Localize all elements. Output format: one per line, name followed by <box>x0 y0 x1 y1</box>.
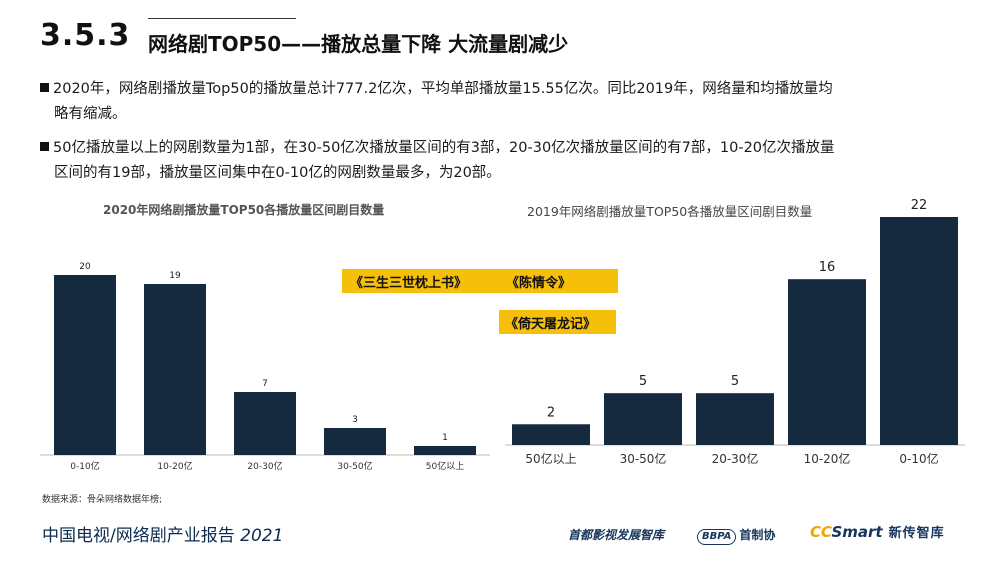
bullet-2: 50亿播放量以上的网剧数量为1部，在30-50亿次播放量区间的有3部，20-30… <box>40 136 960 186</box>
data-label: 2 <box>547 405 555 420</box>
bar <box>696 393 774 445</box>
x-tick-label: 0-10亿 <box>70 460 99 472</box>
x-tick-label: 20-30亿 <box>247 460 282 472</box>
data-label: 5 <box>639 374 647 389</box>
chart-2020: 20 0-10亿 19 10-20亿 7 20-30亿 3 30-50亿 1 50亿以上 <box>40 262 490 472</box>
logo-ccsmart: CCSmart 新传智库 <box>810 522 945 541</box>
report-year: 2021 <box>240 526 284 546</box>
bar <box>604 393 682 445</box>
logo-bbpa: BBPA 首制协 <box>697 524 776 545</box>
x-tick-label: 30-50亿 <box>337 460 372 472</box>
data-label: 1 <box>442 433 448 443</box>
highlight-tag-2: 《倚天屠龙记》 <box>499 310 616 334</box>
data-label: 19 <box>169 271 181 281</box>
chart-2019: 2 50亿以上 5 30-50亿 5 20-30亿 16 10-20亿 22 0-10亿 <box>505 198 965 466</box>
bbpa-logo-mark: BBPA <box>697 529 737 545</box>
tag-drama-sansheng: 《三生三世枕上书》 <box>350 276 468 291</box>
bullet-2-line2: 区间的有19部，播放量区间集中在0-10亿的网剧数量最多，为20部。 <box>54 165 501 181</box>
x-tick-label: 0-10亿 <box>899 451 938 466</box>
logo-capital-think-tank: 首都影视发展智库 <box>568 528 665 542</box>
bullet-2-line1: 50亿播放量以上的网剧数量为1部，在30-50亿次播放量区间的有3部，20-30… <box>53 140 835 156</box>
section-number: 3.5.3 <box>40 18 131 53</box>
data-label: 5 <box>731 374 739 389</box>
highlight-tag-1: 《三生三世枕上书》 《陈情令》 <box>342 269 618 293</box>
tag-drama-yitian: 《倚天屠龙记》 <box>505 317 597 332</box>
ccsmart-cc: CC <box>810 523 832 541</box>
bar <box>788 279 866 445</box>
chart-2020-title: 2020年网络剧播放量TOP50各播放量区间剧目数量 <box>103 203 385 217</box>
bullet-1: 2020年，网络剧播放量Top50的播放量总计777.2亿次，平均单部播放量15… <box>40 77 960 127</box>
bar <box>234 392 296 455</box>
ccsmart-smart: Smart <box>831 523 883 541</box>
data-label: 3 <box>352 415 358 425</box>
report-title: 中国电视/网络剧产业报告 2021 <box>42 521 283 546</box>
x-tick-label: 10-20亿 <box>157 460 192 472</box>
tag-drama-chenqing: 《陈情令》 <box>506 276 572 291</box>
bar <box>414 446 476 455</box>
bar <box>144 284 206 455</box>
report-title-text: 中国电视/网络剧产业报告 <box>42 526 235 546</box>
bullet-1-line1: 2020年，网络剧播放量Top50的播放量总计777.2亿次，平均单部播放量15… <box>53 81 833 97</box>
x-tick-label: 20-30亿 <box>712 451 759 466</box>
data-label: 22 <box>911 198 928 213</box>
bar <box>880 217 958 445</box>
bullet-square-icon <box>40 83 49 92</box>
bar <box>324 428 386 455</box>
bbpa-logo-text: 首制协 <box>739 528 776 542</box>
x-tick-label: 50亿以上 <box>525 451 576 466</box>
x-tick-label: 50亿以上 <box>426 460 464 472</box>
bar <box>54 275 116 455</box>
ccsmart-text: 新传智库 <box>888 526 945 541</box>
x-tick-label: 10-20亿 <box>804 451 851 466</box>
x-tick-label: 30-50亿 <box>620 451 667 466</box>
data-label: 20 <box>79 262 91 272</box>
header-rule <box>148 18 296 19</box>
data-label: 7 <box>262 379 268 389</box>
section-title: 网络剧TOP50——播放总量下降 大流量剧减少 <box>148 32 569 56</box>
chart-2019-title: 2019年网络剧播放量TOP50各播放量区间剧目数量 <box>527 204 813 219</box>
bullet-square-icon <box>40 142 49 151</box>
bar <box>512 424 590 445</box>
source-note: 数据来源：骨朵网络数据年榜; <box>42 495 163 505</box>
bullet-1-line2: 略有缩减。 <box>54 106 127 122</box>
data-label: 16 <box>819 260 836 275</box>
